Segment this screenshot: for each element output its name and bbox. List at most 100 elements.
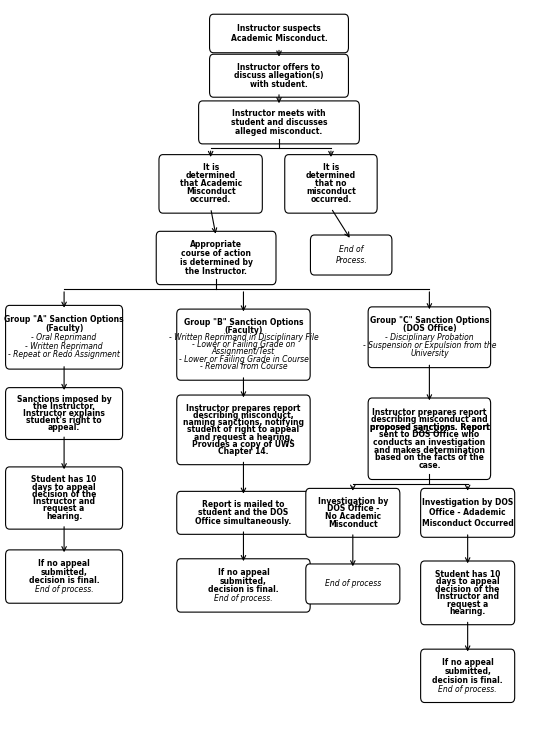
Text: - Lower or Failing Grade on: - Lower or Failing Grade on (192, 340, 295, 349)
Text: Office simultaneously.: Office simultaneously. (195, 517, 292, 526)
Text: End of process.: End of process. (35, 585, 93, 594)
Text: Misconduct: Misconduct (186, 187, 235, 197)
FancyBboxPatch shape (210, 14, 348, 53)
Text: Investigation by: Investigation by (318, 497, 388, 506)
Text: Investigation by DOS: Investigation by DOS (422, 498, 513, 507)
Text: Academic Misconduct.: Academic Misconduct. (230, 34, 328, 43)
Text: that Academic: that Academic (180, 179, 242, 188)
Text: (DOS Office): (DOS Office) (402, 324, 456, 333)
FancyBboxPatch shape (310, 235, 392, 275)
FancyBboxPatch shape (199, 101, 359, 144)
Text: determined: determined (306, 172, 356, 181)
FancyBboxPatch shape (285, 155, 377, 213)
Text: student of right to appeal: student of right to appeal (187, 426, 300, 435)
Text: - Oral Reprimand: - Oral Reprimand (31, 333, 97, 342)
Text: request a: request a (44, 504, 85, 513)
Text: student and discusses: student and discusses (231, 118, 327, 127)
Text: Student has 10: Student has 10 (31, 476, 97, 485)
FancyBboxPatch shape (421, 488, 514, 538)
FancyBboxPatch shape (156, 231, 276, 285)
FancyBboxPatch shape (368, 307, 490, 367)
Text: If no appeal: If no appeal (218, 568, 270, 577)
FancyBboxPatch shape (177, 395, 310, 465)
Text: - Removal from Course: - Removal from Course (200, 362, 287, 371)
Text: Report is mailed to: Report is mailed to (202, 500, 285, 509)
Text: based on the facts of the: based on the facts of the (375, 453, 484, 462)
Text: - Lower or Failing Grade in Course: - Lower or Failing Grade in Course (179, 355, 309, 364)
Text: course of action: course of action (181, 249, 251, 258)
Text: Instructor prepares report: Instructor prepares report (186, 404, 301, 413)
Text: alleged misconduct.: alleged misconduct. (235, 126, 323, 135)
Text: submitted,: submitted, (220, 577, 267, 586)
FancyBboxPatch shape (177, 491, 310, 534)
FancyBboxPatch shape (6, 388, 123, 439)
Text: If no appeal: If no appeal (38, 559, 90, 568)
FancyBboxPatch shape (6, 550, 123, 603)
Text: that no: that no (315, 179, 347, 188)
Text: Group "B" Sanction Options: Group "B" Sanction Options (184, 318, 303, 327)
Text: with student.: with student. (250, 80, 308, 89)
Text: - Written Reprimand in Disciplinary File: - Written Reprimand in Disciplinary File (169, 333, 318, 342)
Text: decision of the: decision of the (435, 584, 500, 593)
Text: Group "C" Sanction Options: Group "C" Sanction Options (370, 316, 489, 325)
Text: DOS Office -: DOS Office - (326, 504, 379, 513)
Text: the Instructor.: the Instructor. (33, 402, 95, 411)
Text: Instructor offers to: Instructor offers to (238, 63, 320, 72)
Text: appeal.: appeal. (48, 423, 80, 432)
Text: decision is final.: decision is final. (29, 577, 99, 585)
Text: Instructor meets with: Instructor meets with (232, 109, 326, 118)
Text: decision of the: decision of the (32, 490, 97, 499)
Text: hearing.: hearing. (46, 512, 82, 521)
Text: occurred.: occurred. (190, 195, 231, 204)
Text: Misconduct: Misconduct (328, 520, 378, 529)
Text: Sanctions imposed by: Sanctions imposed by (17, 395, 112, 404)
Text: student and the DOS: student and the DOS (198, 508, 288, 517)
Text: is determined by: is determined by (180, 258, 253, 267)
Text: Instructor prepares report: Instructor prepares report (372, 407, 487, 417)
Text: End of: End of (339, 245, 363, 254)
Text: - Suspension or Expulsion from the: - Suspension or Expulsion from the (363, 341, 496, 350)
Text: student's right to: student's right to (26, 416, 102, 425)
Text: Misconduct Occurred: Misconduct Occurred (422, 519, 513, 528)
Text: describing misconduct,: describing misconduct, (193, 411, 294, 420)
Text: It is: It is (203, 163, 219, 172)
Text: misconduct: misconduct (306, 187, 356, 197)
Text: Group "A" Sanction Options: Group "A" Sanction Options (4, 315, 124, 324)
Text: No Academic: No Academic (325, 513, 381, 522)
Text: Process.: Process. (335, 256, 367, 265)
FancyBboxPatch shape (306, 488, 400, 538)
Text: and makes determination: and makes determination (374, 445, 485, 454)
Text: - Repeat or Redo Assignment: - Repeat or Redo Assignment (8, 351, 120, 359)
Text: End of process: End of process (325, 579, 381, 588)
Text: It is: It is (323, 163, 339, 172)
FancyBboxPatch shape (421, 561, 514, 624)
Text: submitted,: submitted, (41, 568, 88, 577)
Text: days to appeal: days to appeal (32, 482, 96, 491)
Text: Student has 10: Student has 10 (435, 570, 501, 579)
Text: submitted,: submitted, (444, 667, 491, 676)
Text: Provides a copy of UWS: Provides a copy of UWS (192, 440, 295, 448)
Text: discuss allegation(s): discuss allegation(s) (234, 71, 324, 80)
Text: - Disciplinary Probation: - Disciplinary Probation (385, 333, 474, 342)
Text: sent to DOS Office who: sent to DOS Office who (379, 430, 479, 439)
Text: decision is final.: decision is final. (208, 585, 279, 594)
Text: Assignment/Test: Assignment/Test (212, 348, 275, 357)
FancyBboxPatch shape (177, 559, 310, 612)
Text: case.: case. (418, 460, 441, 469)
FancyBboxPatch shape (421, 649, 514, 702)
Text: request a: request a (447, 600, 488, 609)
Text: describing misconduct and: describing misconduct and (371, 415, 488, 424)
Text: Instructor and: Instructor and (437, 592, 499, 601)
FancyBboxPatch shape (368, 398, 490, 479)
Text: occurred.: occurred. (310, 195, 352, 204)
Text: proposed sanctions. Report: proposed sanctions. Report (369, 423, 489, 432)
Text: Chapter 14.: Chapter 14. (218, 447, 269, 456)
FancyBboxPatch shape (6, 305, 123, 369)
Text: Instructor suspects: Instructor suspects (237, 23, 321, 33)
Text: naming sanctions, notifying: naming sanctions, notifying (183, 418, 304, 427)
Text: Instructor and: Instructor and (33, 497, 95, 507)
Text: proposed sanctions. Report: proposed sanctions. Report (369, 423, 489, 432)
Text: (Faculty): (Faculty) (45, 324, 83, 333)
FancyBboxPatch shape (177, 309, 310, 380)
Text: End of process.: End of process. (214, 594, 273, 603)
